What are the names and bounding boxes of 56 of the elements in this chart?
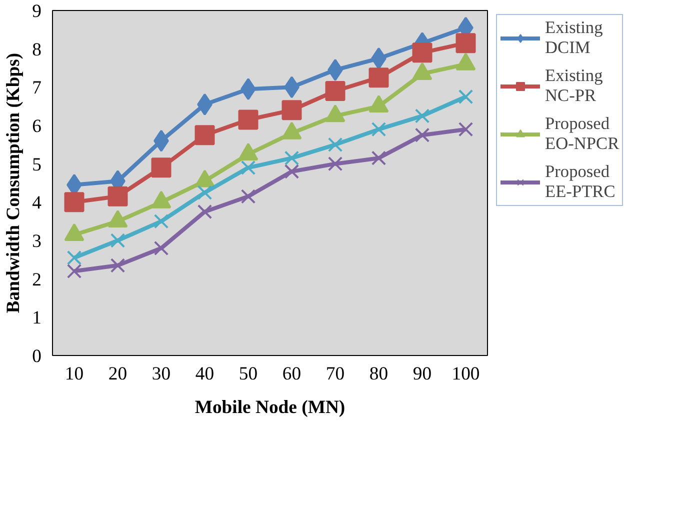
- y-tick-label: 6: [32, 116, 42, 137]
- x-tick-label: 50: [238, 364, 258, 384]
- y-tick-label: 2: [32, 269, 42, 290]
- point: [371, 150, 386, 166]
- y-tick-label: 8: [32, 39, 42, 60]
- point: [110, 258, 126, 273]
- point: [328, 137, 343, 152]
- point: [371, 122, 386, 137]
- point: [458, 122, 474, 137]
- point: [328, 156, 343, 172]
- point: [66, 250, 82, 266]
- x-tick-label: 10: [64, 364, 84, 384]
- point: [414, 128, 430, 142]
- y-tick-label: 1: [32, 308, 42, 329]
- point: [282, 100, 302, 120]
- point: [64, 192, 84, 212]
- x-tick-label: 30: [152, 364, 171, 384]
- point: [284, 164, 300, 179]
- point: [414, 108, 430, 124]
- point: [238, 110, 258, 130]
- point: [108, 186, 128, 206]
- y-axis-title: Bandwidth Consumption (Kbps): [3, 52, 24, 314]
- point: [194, 125, 215, 146]
- y-tick-label: 5: [32, 154, 42, 176]
- x-tick-label: 40: [195, 364, 214, 384]
- point: [412, 42, 432, 63]
- x-tick-label: 100: [452, 364, 480, 384]
- x-tick-label: 20: [108, 364, 128, 384]
- legend-label: Proposed EO-NPCR: [545, 114, 620, 154]
- legend-label: Proposed EE-PTRC: [545, 162, 616, 202]
- point: [458, 89, 474, 104]
- point: [240, 160, 256, 176]
- point: [456, 33, 476, 54]
- point: [197, 204, 212, 220]
- y-tick-label: 9: [32, 1, 42, 22]
- point: [325, 81, 346, 101]
- legend-label: Existing NC-PR: [545, 66, 603, 106]
- point: [154, 240, 169, 256]
- point: [110, 233, 126, 248]
- point: [151, 158, 172, 178]
- legend-label: Existing DCIM: [545, 18, 603, 58]
- x-axis-title: Mobile Node (MN): [194, 397, 346, 418]
- x-tick-label: 60: [282, 364, 302, 384]
- x-tick-label: 90: [412, 364, 432, 384]
- x-tick-label: 80: [369, 364, 388, 384]
- point: [368, 68, 389, 88]
- point: [197, 185, 212, 200]
- x-tick-label: 70: [326, 364, 345, 384]
- point: [284, 150, 300, 166]
- y-tick-label: 3: [32, 231, 42, 252]
- y-tick-label: 4: [32, 192, 42, 214]
- point: [66, 264, 82, 279]
- y-tick-label: 0: [32, 346, 42, 367]
- point: [240, 189, 256, 204]
- y-tick-label: 7: [32, 78, 42, 99]
- point: [154, 214, 169, 229]
